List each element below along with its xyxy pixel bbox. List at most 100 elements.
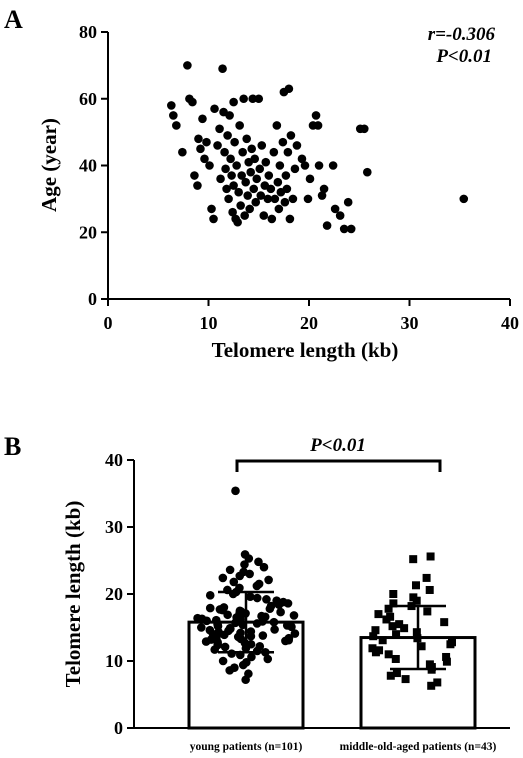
scatter-point	[343, 197, 353, 207]
data-point-young	[258, 631, 268, 640]
data-point-middle-old	[371, 626, 380, 635]
data-point-middle-old	[422, 573, 431, 582]
data-point-young	[254, 579, 264, 589]
data-point-young	[225, 623, 235, 633]
scatter-point	[255, 164, 265, 174]
data-point-young	[290, 629, 300, 638]
data-point-young	[239, 567, 248, 577]
scatter-point	[330, 204, 340, 214]
scatter-point	[169, 111, 178, 120]
data-point-young	[240, 550, 250, 559]
data-point-young	[284, 633, 294, 643]
scatter-point	[339, 224, 349, 234]
y-tick-label-b: 40	[105, 450, 123, 470]
data-point-young	[225, 565, 235, 575]
data-point-middle-old	[392, 630, 401, 639]
data-point-middle-old	[378, 636, 387, 645]
y-tick-label-a: 60	[79, 89, 97, 109]
data-point-middle-old	[447, 638, 456, 647]
scatter-point	[222, 184, 231, 194]
data-point-middle-old	[425, 660, 434, 669]
scatter-point	[317, 191, 327, 200]
scatter-point	[290, 164, 300, 174]
scatter-point	[232, 161, 241, 170]
scatter-point	[269, 147, 279, 157]
data-point-middle-old	[440, 618, 449, 627]
scatter-point	[194, 134, 203, 144]
scatter-point	[303, 194, 313, 204]
y-tick-label-b: 20	[105, 584, 123, 604]
scatter-point	[183, 61, 192, 70]
data-point-middle-old	[392, 669, 401, 678]
data-point-middle-old	[423, 607, 432, 616]
scatter-point	[250, 154, 260, 164]
data-point-young	[245, 592, 255, 601]
scatter-point	[227, 171, 236, 180]
scatter-point	[297, 154, 307, 164]
data-point-middle-old	[375, 646, 384, 655]
data-point-middle-old	[427, 681, 436, 690]
scatter-point	[241, 177, 250, 187]
data-point-young	[235, 583, 244, 593]
scatter-point	[237, 171, 246, 180]
scatter-point	[280, 197, 290, 207]
y-tick-label-b: 30	[105, 517, 123, 537]
data-point-young	[254, 557, 263, 567]
scatter-point	[224, 194, 233, 204]
scatter-point	[319, 184, 329, 194]
scatter-point	[202, 137, 211, 147]
data-point-young	[255, 641, 265, 651]
data-point-young	[289, 611, 299, 620]
x-tick-label-a: 40	[501, 313, 519, 333]
scatter-point	[281, 171, 291, 180]
data-point-young	[259, 562, 269, 572]
scatter-point	[225, 111, 234, 120]
scatter-point	[235, 121, 244, 130]
panel-label-a: A	[4, 5, 23, 34]
data-point-young	[257, 611, 266, 621]
scatter-point	[193, 181, 202, 190]
scatter-point	[188, 97, 197, 107]
data-point-young	[264, 575, 273, 585]
scatter-point	[200, 154, 209, 164]
scatter-point	[263, 194, 273, 204]
data-point-young	[230, 663, 239, 672]
data-point-young	[244, 669, 253, 679]
data-point-young	[270, 625, 279, 634]
data-point-young	[266, 601, 276, 611]
scatter-point	[305, 174, 315, 184]
scatter-point	[270, 194, 280, 204]
scatter-point	[234, 187, 243, 197]
scatter-point	[335, 211, 345, 220]
data-point-young	[218, 573, 228, 583]
data-point-young	[220, 642, 230, 652]
data-point-young	[205, 603, 215, 613]
data-point-middle-old	[384, 650, 393, 659]
data-point-middle-old	[384, 604, 393, 613]
scatter-point	[288, 194, 298, 204]
p-value-annotation-b: P<0.01	[309, 435, 366, 456]
x-axis-title-a: Telomere length (kb)	[212, 338, 399, 362]
data-point-young	[229, 577, 239, 587]
data-point-young	[240, 560, 249, 569]
scatter-point	[229, 97, 238, 107]
scatter-point	[205, 161, 214, 170]
data-point-young	[236, 628, 245, 638]
y-tick-label-a: 20	[79, 222, 97, 242]
data-point-middle-old	[442, 657, 451, 666]
data-point-middle-old	[401, 675, 410, 684]
scatter-point	[311, 111, 321, 120]
data-point-middle-old	[386, 671, 395, 680]
significance-bracket	[235, 459, 442, 472]
scatter-plot-a: 0 20 40 60 80 0 10 20 30 40 Telomere length (kb)…	[37, 22, 519, 362]
x-tick-label-a: 0	[104, 313, 113, 333]
data-point-middle-old	[388, 622, 397, 631]
scatter-point	[221, 164, 230, 174]
scatter-point	[273, 177, 283, 187]
data-point-young	[262, 595, 271, 604]
scatter-point	[196, 144, 205, 154]
scatter-point	[167, 101, 176, 110]
scatter-point	[322, 221, 332, 230]
scatter-point	[209, 214, 218, 224]
data-point-young	[231, 486, 240, 496]
